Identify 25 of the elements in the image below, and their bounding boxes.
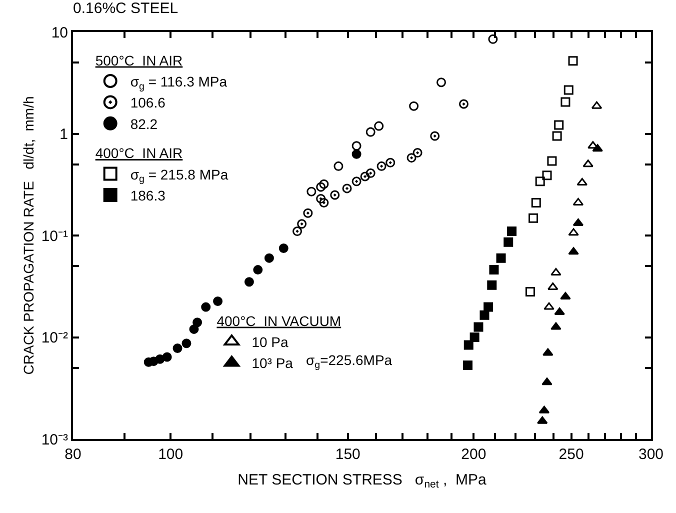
- chart-title: 0.16%C STEEL: [73, 0, 178, 18]
- x-tick-label: 80: [64, 446, 82, 463]
- x-tick-label: 150: [335, 446, 360, 463]
- legend-label: 106.6: [130, 94, 166, 111]
- x-tick-label: 300: [638, 446, 664, 463]
- y-tick-label: 10⁻¹: [41, 228, 68, 245]
- legend-label: 186.3: [130, 187, 166, 204]
- y-axis-title: CRACK PROPAGATION RATE dl/dt, mm/h: [20, 96, 36, 375]
- legend-label: 10 Pa: [252, 334, 289, 350]
- annotation: 500°C IN AIR: [95, 52, 183, 68]
- y-tick-label: 10⁻²: [41, 330, 68, 346]
- annotation: σ$_{g}$=225.6MPa: [306, 352, 392, 371]
- x-tick-label: 100: [158, 446, 184, 463]
- legend-label: σ$_{g}$ = 215.8 MPa: [130, 166, 228, 186]
- x-tick-label: 200: [461, 446, 486, 463]
- y-tick-label: 10⁻³: [41, 431, 68, 448]
- legend-label: σ$_{g}$ = 116.3 MPa: [130, 73, 228, 92]
- annotation: 400°C IN VACUUM: [216, 312, 342, 329]
- legend-label: 82.2: [130, 116, 158, 132]
- x-tick-label: 250: [558, 446, 584, 463]
- y-tick-label: 10: [51, 24, 68, 42]
- annotation: 400°C IN AIR: [95, 145, 183, 162]
- x-axis-title: NET SECTION STRESS σ$_{net}$ , MPa: [238, 472, 487, 491]
- y-tick-label: 1: [60, 126, 68, 143]
- legend-label: 10³ Pa: [252, 355, 294, 372]
